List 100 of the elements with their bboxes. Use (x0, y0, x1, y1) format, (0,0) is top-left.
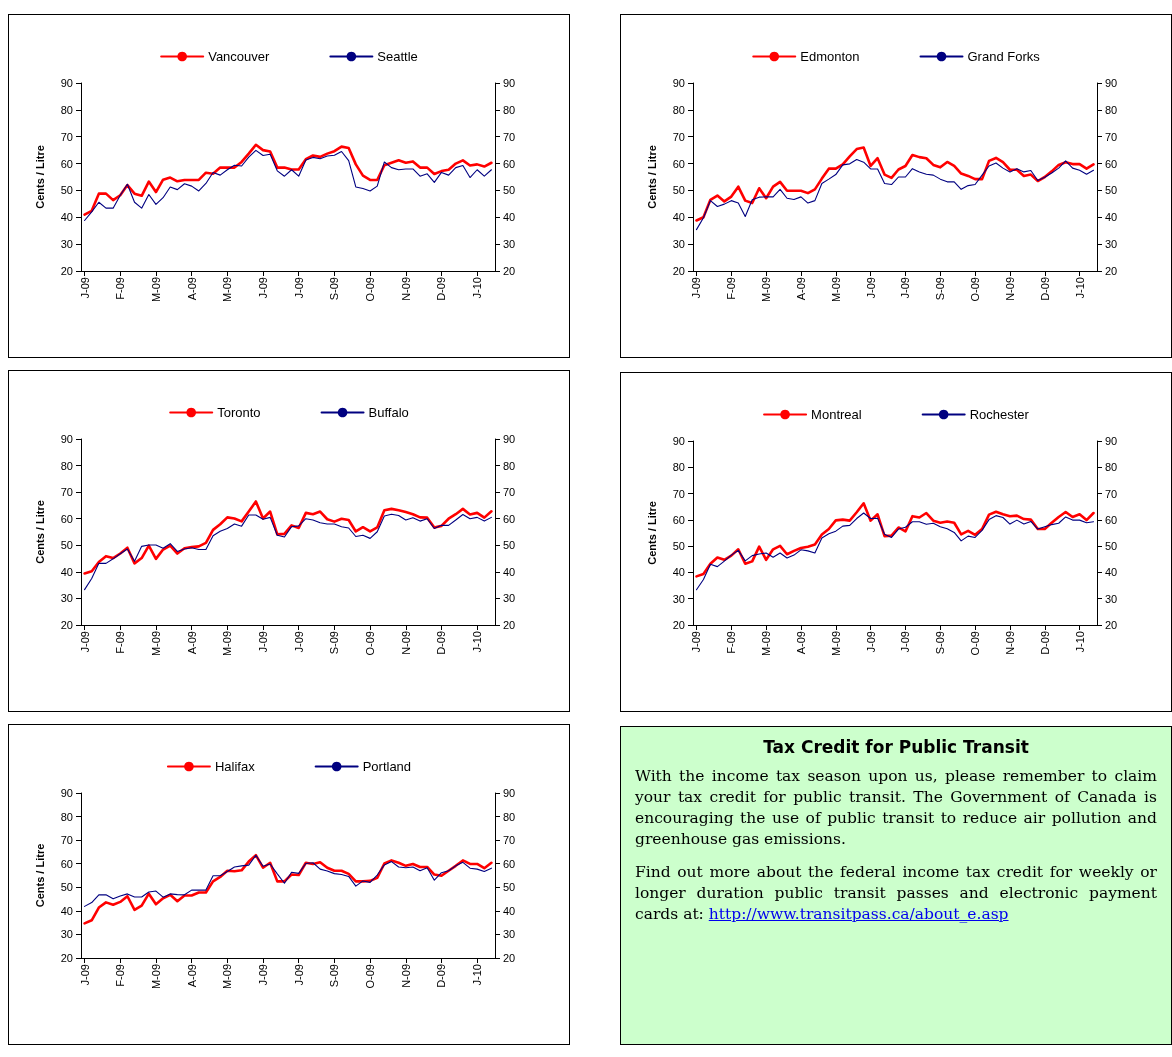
y2-tick-label: 60 (1105, 157, 1118, 170)
y-tick-label: 90 (672, 435, 685, 447)
y2-tick-label: 90 (503, 77, 516, 89)
x-tick-label: D-09 (1038, 631, 1051, 655)
y-tick-label: 50 (672, 184, 685, 197)
x-tick-label: J-09 (864, 631, 877, 653)
y-tick-label: 40 (60, 565, 73, 578)
legend-label: Montreal (811, 407, 862, 422)
line-series (84, 854, 492, 907)
x-tick-label: O-09 (364, 277, 377, 302)
x-tick-label: M-09 (149, 631, 162, 657)
line-series (695, 158, 1095, 231)
x-tick-label: D-09 (435, 277, 448, 301)
text: With the income tax season upon us, please remember to claim your tax credit for public transit. The Government of Canada is encouraging the use of public transit to reduce air pollution and greenhouse gas emissions. (635, 766, 1157, 850)
legend-label: Portland (362, 759, 412, 774)
x-tick-label: S-09 (328, 277, 341, 301)
y-tick-label: 50 (60, 184, 73, 197)
y-tick-label: 60 (60, 512, 73, 525)
x-tick-label: A-09 (185, 277, 198, 301)
y-tick-label: 80 (672, 103, 685, 116)
line-series (695, 512, 1095, 591)
y-tick-label: 60 (60, 857, 73, 870)
x-tick-label: S-09 (934, 631, 947, 655)
x-tick-label: J-09 (78, 277, 91, 299)
y-tick-label: 80 (60, 810, 73, 823)
x-tick-label: J-09 (78, 631, 91, 653)
x-tick-label: M-09 (829, 631, 842, 657)
y2-tick-label: 60 (503, 512, 516, 525)
y2-tick-label: 40 (1105, 566, 1118, 579)
y-tick-label: 20 (672, 265, 685, 277)
y2-tick-label: 80 (503, 810, 516, 823)
y2-tick-label: 30 (503, 238, 516, 251)
y2-tick-label: 20 (503, 265, 516, 277)
y2-tick-label: 80 (1105, 461, 1118, 474)
y2-tick-label: 30 (503, 928, 516, 941)
legend-label: Vancouver (208, 49, 271, 64)
x-tick-label: F-09 (114, 631, 127, 654)
y2-tick-label: 30 (1105, 592, 1118, 605)
y2-tick-label: 20 (503, 619, 516, 631)
x-tick-label: F-09 (725, 277, 738, 300)
y2-tick-label: 80 (503, 103, 516, 116)
x-tick-label: N-09 (1003, 277, 1016, 301)
x-tick-label: J-09 (292, 277, 305, 299)
x-tick-label: J-10 (1073, 631, 1086, 653)
x-tick-label: J-09 (257, 964, 270, 986)
y2-tick-label: 40 (503, 565, 516, 578)
x-tick-label: M-09 (760, 277, 773, 303)
y2-tick-label: 60 (1105, 513, 1118, 526)
y-tick-label: 80 (60, 103, 73, 116)
text: Tax Credit for Public Transit (762, 737, 1030, 758)
y-tick-label: 70 (672, 130, 685, 143)
x-tick-label: J-10 (471, 277, 484, 299)
y-axis-title: Cents / Litre (33, 145, 46, 209)
y-tick-label: 30 (60, 928, 73, 941)
y2-tick-label: 50 (1105, 540, 1118, 553)
y-tick-label: 30 (672, 592, 685, 605)
x-tick-label: D-09 (1038, 277, 1051, 301)
y-tick-label: 70 (672, 487, 685, 500)
y2-tick-label: 90 (1105, 77, 1118, 89)
x-tick-label: J-09 (257, 277, 270, 299)
x-tick-label: F-09 (114, 964, 127, 987)
x-tick-label: J-10 (471, 631, 484, 653)
x-tick-label: A-09 (185, 631, 198, 655)
y2-tick-label: 90 (503, 433, 516, 445)
y-tick-label: 90 (672, 77, 685, 89)
x-tick-label: D-09 (435, 964, 448, 988)
x-tick-label: J-09 (78, 964, 91, 986)
y-tick-label: 40 (60, 904, 73, 917)
y2-tick-label: 90 (1105, 435, 1118, 447)
y2-tick-label: 50 (503, 184, 516, 197)
x-tick-label: J-09 (690, 631, 703, 653)
x-tick-label: M-09 (221, 631, 234, 657)
y2-tick-label: 80 (1105, 103, 1118, 116)
x-tick-label: N-09 (1003, 631, 1016, 655)
x-tick-label: M-09 (149, 964, 162, 990)
y-tick-label: 70 (60, 834, 73, 847)
y2-tick-label: 70 (1105, 487, 1118, 500)
y2-tick-label: 20 (1105, 619, 1118, 631)
x-tick-label: F-09 (114, 277, 127, 300)
x-tick-label: M-09 (760, 631, 773, 657)
legend-label: Grand Forks (967, 49, 1041, 64)
x-tick-label: J-10 (471, 964, 484, 986)
y2-tick-label: 70 (503, 486, 516, 499)
y-axis-title: Cents / Litre (33, 843, 46, 908)
y2-tick-label: 20 (1105, 265, 1118, 277)
y-tick-label: 80 (672, 461, 685, 474)
text: http://www.transitpass.ca/about_e.asp (708, 905, 1009, 923)
line-series (84, 513, 492, 591)
y2-tick-label: 60 (503, 857, 516, 870)
x-tick-label: O-09 (364, 964, 377, 989)
x-tick-label: O-09 (969, 277, 982, 302)
legend-label: Buffalo (368, 405, 409, 420)
legend-label: Edmonton (800, 49, 860, 64)
y2-tick-label: 70 (503, 834, 516, 847)
x-tick-label: J-09 (690, 277, 703, 299)
x-tick-label: J-10 (1073, 277, 1086, 299)
y-tick-label: 60 (672, 157, 685, 170)
legend-label: Toronto (217, 405, 261, 420)
x-tick-label: M-09 (221, 277, 234, 303)
x-tick-label: J-09 (292, 631, 305, 653)
